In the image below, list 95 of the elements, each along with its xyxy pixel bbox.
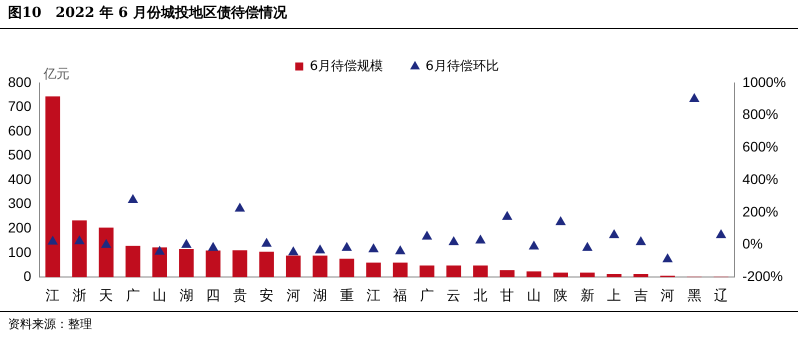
y-tick-label: 300 (8, 195, 32, 212)
x-tick-label: 新 (580, 288, 594, 304)
point (234, 202, 246, 212)
point (448, 236, 459, 246)
y-axis-title: 亿元 (42, 66, 70, 82)
bar (286, 256, 301, 278)
point (528, 240, 540, 250)
legend-label: 6月待偿规模 (310, 58, 384, 74)
y2-tick-label: 1000% (742, 74, 786, 90)
point (181, 238, 192, 248)
x-tick-label: 浙 (72, 288, 86, 304)
bar (72, 220, 87, 278)
point (154, 246, 165, 255)
point (261, 238, 272, 247)
bar (366, 262, 381, 278)
bar (126, 246, 140, 278)
y-tick-label: 500 (8, 146, 32, 163)
bar (500, 270, 515, 278)
point (716, 229, 726, 238)
point (502, 210, 512, 220)
y2-tick-label: 800% (742, 106, 778, 122)
x-tick-label: 吉 (634, 288, 648, 304)
point (636, 236, 646, 246)
bar (526, 271, 542, 278)
x-tick-label: 山 (152, 288, 167, 304)
x-tick-label: 黑 (687, 288, 702, 304)
point (342, 242, 352, 251)
point (314, 244, 326, 254)
point (288, 246, 299, 256)
x-tick-label: 辽 (714, 288, 728, 304)
bar (553, 272, 568, 278)
x-tick-label: 湖 (313, 288, 328, 304)
point (74, 235, 85, 244)
bar (259, 252, 274, 278)
x-tick-label: 四 (206, 288, 220, 304)
x-tick-label: 广 (126, 288, 140, 304)
y-tick-label: 700 (8, 98, 32, 114)
bar (473, 266, 488, 278)
point (100, 238, 112, 248)
bar (446, 266, 462, 278)
y2-tick-label: -200% (742, 268, 783, 284)
point (582, 242, 593, 251)
x-tick-label: 云 (446, 288, 461, 304)
bar (45, 96, 60, 278)
x-tick-label: 北 (473, 288, 488, 304)
x-tick-label: 河 (286, 288, 300, 304)
y-tick-label: 400 (8, 170, 32, 187)
text: 资料来源：整理 (8, 316, 92, 333)
bar (606, 274, 622, 278)
x-tick-label: 广 (420, 288, 434, 304)
y2-tick-label: 0% (742, 236, 763, 252)
x-tick-label: 天 (99, 288, 114, 304)
y-tick-label: 200 (8, 220, 32, 236)
point (48, 236, 58, 245)
bar (232, 250, 248, 278)
bar (420, 266, 434, 278)
y-tick-label: 600 (8, 122, 32, 138)
point (475, 234, 486, 244)
x-tick-label: 江 (46, 288, 60, 304)
point (662, 253, 673, 262)
chart-title: 图10 2022 年 6 月份城投地区债待偿情况 (8, 4, 287, 22)
y-tick-label: 100 (8, 244, 32, 260)
x-tick-label: 上 (607, 288, 622, 304)
bar (580, 272, 595, 278)
x-tick-label: 重 (340, 288, 354, 304)
point (422, 230, 432, 240)
y2-tick-label: 200% (742, 203, 778, 220)
y2-tick-label: 400% (742, 170, 778, 187)
legend-label: 6月待偿环比 (426, 58, 499, 74)
x-tick-label: 山 (526, 288, 541, 304)
x-tick-label: 贵 (232, 288, 247, 304)
point (689, 93, 700, 102)
x-tick-label: 安 (260, 288, 274, 304)
point (128, 194, 138, 204)
bar (339, 258, 354, 278)
point (395, 245, 406, 254)
bar (98, 228, 114, 278)
bar (312, 256, 328, 278)
bar (206, 250, 220, 278)
bar (392, 262, 408, 278)
x-tick-label: 河 (660, 288, 675, 304)
x-tick-label: 陕 (554, 288, 568, 304)
y-tick-label: 0 (24, 268, 32, 284)
bar (179, 249, 194, 278)
point (608, 229, 620, 238)
point (208, 242, 218, 251)
x-tick-label: 福 (393, 288, 408, 304)
point (368, 243, 379, 252)
x-tick-label: 湖 (179, 288, 194, 304)
point (555, 216, 566, 226)
bar (633, 274, 648, 278)
x-tick-label: 甘 (500, 288, 514, 304)
x-tick-label: 江 (366, 288, 381, 304)
y-tick-label: 800 (8, 74, 32, 90)
y2-tick-label: 600% (742, 138, 778, 155)
